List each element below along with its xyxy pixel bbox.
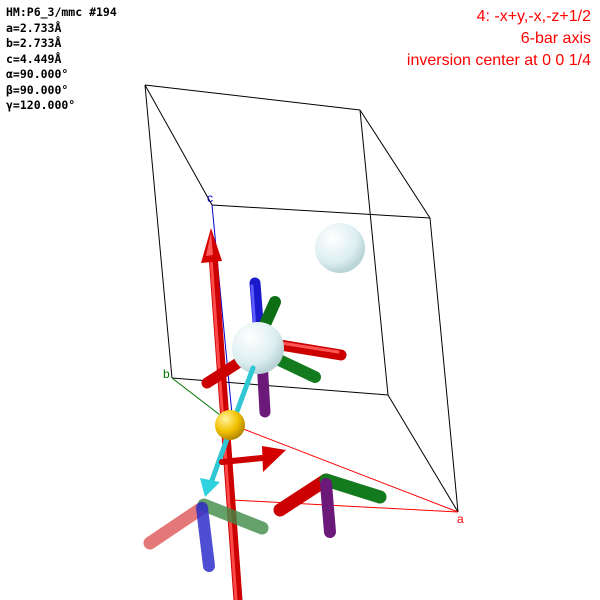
symmetry-operation-panel: 4: -x+y,-x,-z+1/2 6-bar axis inversion c… <box>407 6 591 72</box>
c-axis-label: c <box>207 191 213 205</box>
connector-arrowhead <box>200 478 220 497</box>
cell-gamma-label: γ=120.000° <box>6 98 76 112</box>
cell-edge <box>387 394 459 513</box>
cell-alpha-label: α=90.000° <box>6 67 69 81</box>
operation-description: inversion center at 0 0 1/4 <box>406 52 591 69</box>
unit-cell <box>144 84 459 513</box>
inversion-center <box>215 410 245 440</box>
cell-edge <box>359 109 431 219</box>
cell-info-panel: HM:P6_3/mmc #194 a=2.733Å b=2.733Å c=4.4… <box>6 5 117 114</box>
a-axis-line <box>232 424 459 513</box>
a-axis-label: a <box>457 512 464 526</box>
axis-triad-left <box>143 498 269 572</box>
b-axis-label: b <box>163 367 170 381</box>
atom-top <box>232 322 284 374</box>
cell-edge <box>144 84 361 111</box>
axis-triad-right <box>273 473 387 538</box>
operation-line: 4: -x+y,-x,-z+1/2 <box>476 8 591 25</box>
operation-type: 6-bar axis <box>520 30 591 47</box>
a-axis-line <box>231 499 459 513</box>
cell-b-label: b=2.733Å <box>6 36 62 50</box>
cell-a-label: a=2.733Å <box>6 20 62 35</box>
cell-edge <box>429 217 459 513</box>
cell-beta-label: β=90.000° <box>6 82 69 97</box>
space-group-label: HM:P6_3/mmc #194 <box>6 5 117 19</box>
atom-background <box>315 223 365 273</box>
cell-c-label: c=4.449Å <box>6 51 62 66</box>
cell-edge <box>144 84 213 206</box>
cell-edge <box>359 109 389 396</box>
cell-edge <box>144 84 173 379</box>
red-arrow-small <box>219 446 286 472</box>
cell-edge <box>211 204 431 219</box>
